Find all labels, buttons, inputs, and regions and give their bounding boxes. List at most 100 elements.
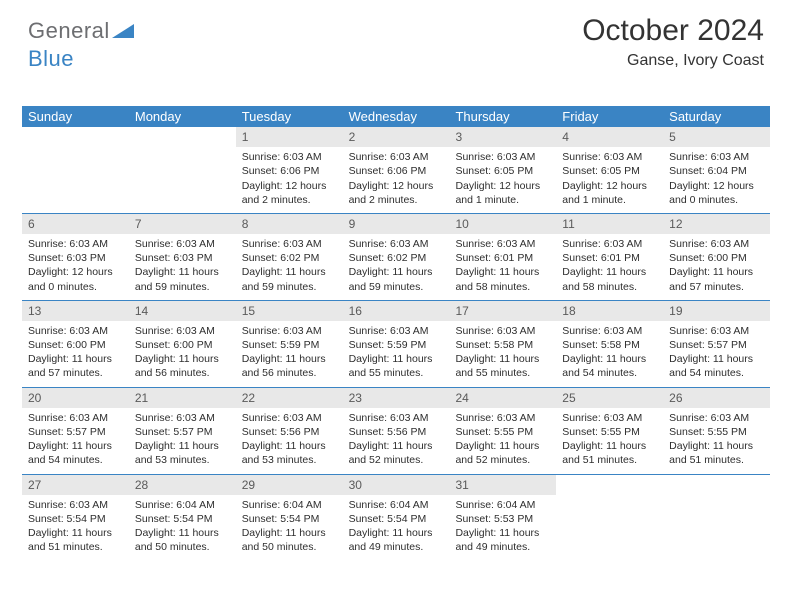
daylight-text: Daylight: 11 hours and 54 minutes.	[562, 352, 657, 380]
sunrise-text: Sunrise: 6:03 AM	[562, 324, 657, 338]
day-body: Sunrise: 6:03 AMSunset: 5:55 PMDaylight:…	[556, 408, 663, 474]
sunset-text: Sunset: 5:59 PM	[242, 338, 337, 352]
sunset-text: Sunset: 5:58 PM	[455, 338, 550, 352]
day-body: Sunrise: 6:03 AMSunset: 5:58 PMDaylight:…	[449, 321, 556, 387]
sunset-text: Sunset: 5:54 PM	[349, 512, 444, 526]
day-number	[556, 475, 663, 479]
calendar-day: 12Sunrise: 6:03 AMSunset: 6:00 PMDayligh…	[663, 214, 770, 300]
day-number: 22	[236, 388, 343, 408]
sunset-text: Sunset: 5:57 PM	[28, 425, 123, 439]
sunrise-text: Sunrise: 6:03 AM	[455, 237, 550, 251]
day-body: Sunrise: 6:03 AMSunset: 6:01 PMDaylight:…	[449, 234, 556, 300]
sunrise-text: Sunrise: 6:04 AM	[349, 498, 444, 512]
calendar-day: 7Sunrise: 6:03 AMSunset: 6:03 PMDaylight…	[129, 214, 236, 300]
sunrise-text: Sunrise: 6:03 AM	[669, 411, 764, 425]
sunset-text: Sunset: 6:02 PM	[349, 251, 444, 265]
day-body: Sunrise: 6:03 AMSunset: 6:02 PMDaylight:…	[236, 234, 343, 300]
day-body: Sunrise: 6:04 AMSunset: 5:54 PMDaylight:…	[236, 495, 343, 561]
sunrise-text: Sunrise: 6:03 AM	[349, 411, 444, 425]
calendar-day	[129, 127, 236, 213]
sunrise-text: Sunrise: 6:04 AM	[455, 498, 550, 512]
sunset-text: Sunset: 5:59 PM	[349, 338, 444, 352]
calendar-day: 3Sunrise: 6:03 AMSunset: 6:05 PMDaylight…	[449, 127, 556, 213]
day-number: 7	[129, 214, 236, 234]
daylight-text: Daylight: 11 hours and 57 minutes.	[669, 265, 764, 293]
sunrise-text: Sunrise: 6:03 AM	[135, 411, 230, 425]
sunset-text: Sunset: 5:55 PM	[562, 425, 657, 439]
day-number	[129, 127, 236, 131]
daylight-text: Daylight: 11 hours and 51 minutes.	[669, 439, 764, 467]
day-number: 10	[449, 214, 556, 234]
sunset-text: Sunset: 5:55 PM	[455, 425, 550, 439]
calendar-day: 29Sunrise: 6:04 AMSunset: 5:54 PMDayligh…	[236, 475, 343, 561]
sunrise-text: Sunrise: 6:03 AM	[562, 237, 657, 251]
day-number: 24	[449, 388, 556, 408]
day-number: 4	[556, 127, 663, 147]
calendar-day: 21Sunrise: 6:03 AMSunset: 5:57 PMDayligh…	[129, 388, 236, 474]
sunset-text: Sunset: 6:03 PM	[135, 251, 230, 265]
sunrise-text: Sunrise: 6:03 AM	[242, 237, 337, 251]
daylight-text: Daylight: 11 hours and 50 minutes.	[242, 526, 337, 554]
day-number: 18	[556, 301, 663, 321]
sunrise-text: Sunrise: 6:03 AM	[28, 498, 123, 512]
calendar-week: 13Sunrise: 6:03 AMSunset: 6:00 PMDayligh…	[22, 300, 770, 387]
calendar-day: 11 Sunrise: 6:03 AMSunset: 6:01 PMDayligh…	[556, 214, 663, 300]
daylight-text: Daylight: 11 hours and 52 minutes.	[349, 439, 444, 467]
calendar-day: 18Sunrise: 6:03 AMSunset: 5:58 PMDayligh…	[556, 301, 663, 387]
brand-logo: General Blue	[28, 18, 134, 72]
weekday-header: Sunday	[22, 106, 129, 127]
daylight-text: Daylight: 11 hours and 59 minutes.	[135, 265, 230, 293]
daylight-text: Daylight: 11 hours and 54 minutes.	[669, 352, 764, 380]
calendar-day: 25Sunrise: 6:03 AMSunset: 5:55 PMDayligh…	[556, 388, 663, 474]
day-body: Sunrise: 6:03 AMSunset: 6:02 PMDaylight:…	[343, 234, 450, 300]
sunrise-text: Sunrise: 6:03 AM	[669, 150, 764, 164]
sunrise-text: Sunrise: 6:03 AM	[455, 150, 550, 164]
sunrise-text: Sunrise: 6:03 AM	[349, 324, 444, 338]
daylight-text: Daylight: 12 hours and 1 minute.	[562, 179, 657, 207]
day-body: Sunrise: 6:03 AMSunset: 5:54 PMDaylight:…	[22, 495, 129, 561]
day-body: Sunrise: 6:03 AMSunset: 6:03 PMDaylight:…	[22, 234, 129, 300]
day-body: Sunrise: 6:04 AMSunset: 5:54 PMDaylight:…	[343, 495, 450, 561]
calendar-day: 26Sunrise: 6:03 AMSunset: 5:55 PMDayligh…	[663, 388, 770, 474]
sunset-text: Sunset: 5:55 PM	[669, 425, 764, 439]
day-number: 14	[129, 301, 236, 321]
day-number: 6	[22, 214, 129, 234]
daylight-text: Daylight: 12 hours and 2 minutes.	[349, 179, 444, 207]
sunrise-text: Sunrise: 6:03 AM	[669, 237, 764, 251]
day-number: 23	[343, 388, 450, 408]
day-number: 8	[236, 214, 343, 234]
day-number: 19	[663, 301, 770, 321]
location-label: Ganse, Ivory Coast	[582, 52, 764, 70]
day-body: Sunrise: 6:03 AMSunset: 5:59 PMDaylight:…	[236, 321, 343, 387]
day-number: 11	[556, 214, 663, 234]
daylight-text: Daylight: 11 hours and 58 minutes.	[562, 265, 657, 293]
day-body: Sunrise: 6:03 AMSunset: 6:00 PMDaylight:…	[129, 321, 236, 387]
sunrise-text: Sunrise: 6:03 AM	[562, 150, 657, 164]
sunset-text: Sunset: 6:01 PM	[562, 251, 657, 265]
sunset-text: Sunset: 5:56 PM	[349, 425, 444, 439]
calendar-day: 4Sunrise: 6:03 AMSunset: 6:05 PMDaylight…	[556, 127, 663, 213]
day-number	[663, 475, 770, 479]
sunset-text: Sunset: 5:54 PM	[135, 512, 230, 526]
sunrise-text: Sunrise: 6:03 AM	[135, 324, 230, 338]
daylight-text: Daylight: 11 hours and 59 minutes.	[242, 265, 337, 293]
weekday-header-row: Sunday Monday Tuesday Wednesday Thursday…	[22, 106, 770, 127]
sunset-text: Sunset: 5:57 PM	[135, 425, 230, 439]
day-number: 12	[663, 214, 770, 234]
sunrise-text: Sunrise: 6:03 AM	[455, 411, 550, 425]
daylight-text: Daylight: 11 hours and 51 minutes.	[562, 439, 657, 467]
sunrise-text: Sunrise: 6:03 AM	[242, 150, 337, 164]
calendar-day: 16Sunrise: 6:03 AMSunset: 5:59 PMDayligh…	[343, 301, 450, 387]
month-title: October 2024	[582, 14, 764, 48]
daylight-text: Daylight: 12 hours and 0 minutes.	[669, 179, 764, 207]
daylight-text: Daylight: 11 hours and 56 minutes.	[135, 352, 230, 380]
daylight-text: Daylight: 11 hours and 55 minutes.	[349, 352, 444, 380]
logo-triangle-icon	[112, 20, 134, 46]
calendar-day: 27Sunrise: 6:03 AMSunset: 5:54 PMDayligh…	[22, 475, 129, 561]
day-number: 15	[236, 301, 343, 321]
day-number: 3	[449, 127, 556, 147]
daylight-text: Daylight: 11 hours and 49 minutes.	[455, 526, 550, 554]
day-body: Sunrise: 6:03 AMSunset: 5:59 PMDaylight:…	[343, 321, 450, 387]
day-body: Sunrise: 6:03 AMSunset: 6:06 PMDaylight:…	[343, 147, 450, 213]
day-body: Sunrise: 6:03 AMSunset: 5:55 PMDaylight:…	[663, 408, 770, 474]
